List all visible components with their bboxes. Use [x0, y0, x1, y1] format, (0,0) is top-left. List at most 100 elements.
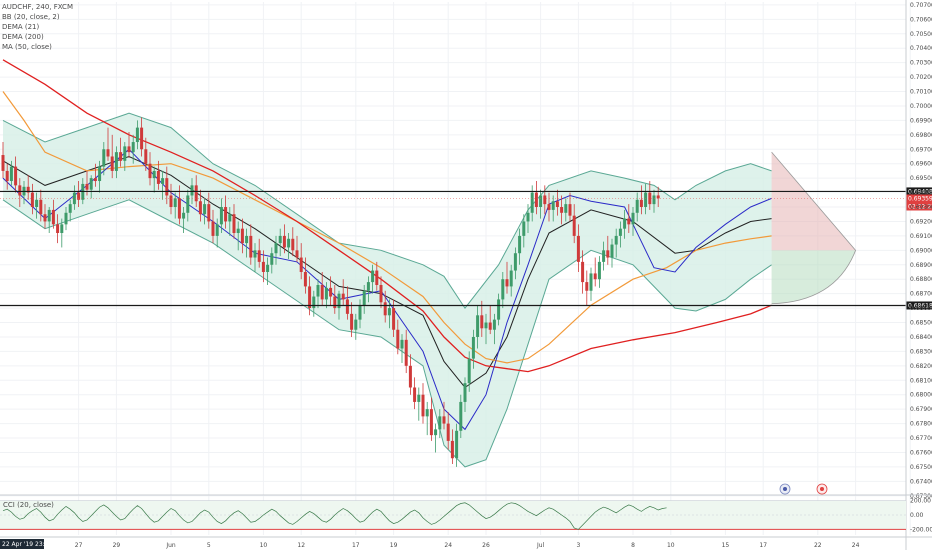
cci-legend[interactable]: CCI (20, close) [3, 501, 54, 509]
candle-body [14, 166, 18, 186]
candle-body [144, 149, 148, 164]
time-axis[interactable]: 27 29 Jun 5 10 12 17 19 24 26 Jul 3 8 10 15 17 22 24 22 Ap… [0, 536, 932, 549]
legend-bb[interactable]: BB (20, close, 2) [2, 13, 60, 21]
candle-body [224, 207, 228, 222]
candle-body [635, 199, 639, 213]
time-tick-label: 3 [576, 542, 580, 549]
candle-body [581, 261, 585, 283]
candle-body [618, 228, 622, 236]
legend-dema200[interactable]: DEMA (200) [2, 33, 44, 41]
candle-body [211, 221, 215, 236]
candle-body [526, 212, 530, 222]
candle-body [576, 235, 580, 262]
candle-body [245, 235, 249, 244]
candle-body [291, 238, 295, 251]
candle-body [371, 270, 375, 283]
candle-body [627, 218, 631, 225]
candle-body [543, 195, 547, 205]
candle-body [266, 264, 270, 272]
current-price-tag [906, 194, 932, 211]
candle-body [379, 284, 383, 303]
bollinger-bands [2, 112, 772, 468]
legend-dema[interactable]: DEMA (21) [2, 23, 40, 31]
candle-body [186, 195, 190, 213]
candle-body [341, 293, 345, 300]
candle-body [215, 224, 219, 236]
candle-body [194, 185, 198, 202]
legend-ma[interactable]: MA (50, close) [2, 43, 52, 51]
candle-body [308, 286, 312, 309]
candle-body [182, 212, 186, 219]
candle-body [161, 178, 165, 184]
candle-body [123, 146, 127, 161]
candle-body [438, 416, 442, 430]
candle-body [551, 201, 555, 210]
candle-body [320, 284, 324, 300]
candle-body [547, 204, 551, 210]
candle-body [173, 198, 177, 208]
candle-body [366, 282, 370, 291]
forecast-projection[interactable] [771, 151, 857, 305]
candle-body [450, 440, 454, 459]
candle-body [169, 195, 173, 208]
chart-icons[interactable] [779, 483, 828, 495]
time-tick-label: 10 [667, 542, 675, 549]
cci-line [2, 502, 667, 530]
candle-body [329, 287, 333, 297]
candle-body [492, 319, 496, 330]
candle-body [404, 339, 408, 366]
candle-body [564, 204, 568, 213]
candle-body [484, 322, 488, 329]
candle-body [530, 192, 534, 213]
candle-body [597, 261, 601, 280]
candle-body [110, 156, 114, 171]
legend-symbol[interactable]: AUDCHF, 240, FXCM [2, 3, 73, 11]
economic-event-icon-dot [783, 487, 787, 491]
candle-body [43, 214, 47, 222]
candle-body [60, 224, 64, 234]
candle-body [64, 212, 68, 225]
candle-body [303, 271, 307, 287]
candle-body [18, 185, 22, 196]
candle-body [434, 429, 438, 436]
candle-body [417, 394, 421, 402]
candle-body [463, 383, 467, 402]
candle-body [156, 170, 160, 184]
candle-body [316, 284, 320, 297]
candle-body [631, 212, 635, 225]
candle-body [51, 209, 55, 225]
candle-body [207, 204, 211, 222]
candle-body [68, 204, 72, 213]
candle-body [476, 315, 480, 337]
candle-body [93, 178, 97, 182]
candle-body [198, 201, 202, 215]
candle-body [236, 228, 240, 234]
time-tick-label: 12 [297, 542, 305, 549]
candle-body [358, 305, 362, 320]
candle-body [446, 423, 450, 441]
time-tick-label: 24 [444, 542, 452, 549]
candle-body [593, 273, 597, 280]
candle-body [421, 394, 425, 417]
candle-body [555, 201, 559, 208]
candle-body [387, 308, 391, 316]
candle-body [501, 279, 505, 300]
